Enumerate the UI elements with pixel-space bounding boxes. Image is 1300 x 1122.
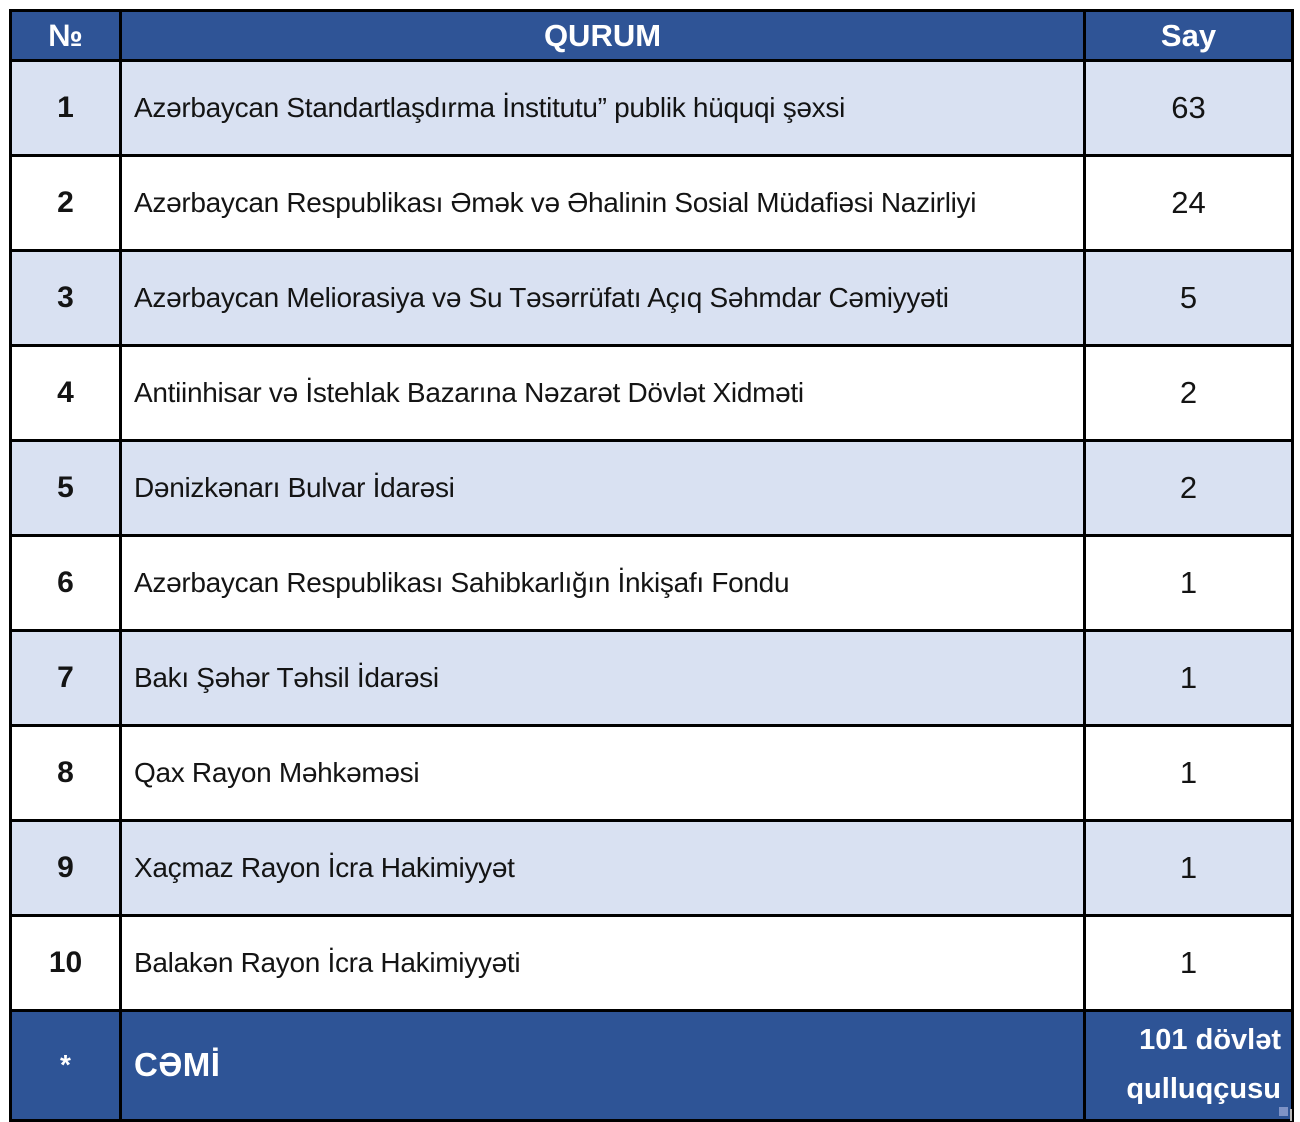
qurum-cell: Bakı Şəhər Təhsil İdarəsi (119, 629, 1086, 727)
say-cell: 1 (1083, 534, 1294, 632)
table-row: 2 Azərbaycan Respublikası Əmək və Əhalin… (9, 154, 1294, 252)
say-cell: 5 (1083, 249, 1294, 347)
qurum-cell: Antiinhisar və İstehlak Bazarına Nəzarət… (119, 344, 1086, 442)
qurum-cell: Azərbaycan Respublikası Sahibkarlığın İn… (119, 534, 1086, 632)
say-cell: 24 (1083, 154, 1294, 252)
say-cell: 2 (1083, 439, 1294, 537)
column-header-no: № (9, 9, 122, 62)
row-number-cell: 8 (9, 724, 122, 822)
say-cell: 63 (1083, 59, 1294, 157)
row-number-cell: 4 (9, 344, 122, 442)
qurum-cell: Azərbaycan Respublikası Əmək və Əhalinin… (119, 154, 1086, 252)
row-number-cell: 1 (9, 59, 122, 157)
row-number-cell: 10 (9, 914, 122, 1012)
fill-handle-icon (1279, 1106, 1288, 1116)
row-number-cell: 3 (9, 249, 122, 347)
total-row: * CƏMİ 101 dövlət qulluqçusu (9, 1009, 1294, 1122)
say-cell: 1 (1083, 629, 1294, 727)
row-number-cell: 2 (9, 154, 122, 252)
say-cell: 1 (1083, 914, 1294, 1012)
window-edge-line (1290, 1109, 1292, 1121)
say-cell: 2 (1083, 344, 1294, 442)
say-cell: 1 (1083, 819, 1294, 917)
column-header-say: Say (1083, 9, 1294, 62)
qurum-cell: Azərbaycan Meliorasiya və Su Təsərrüfatı… (119, 249, 1086, 347)
total-label: CƏMİ (119, 1009, 1086, 1122)
table-row: 7 Bakı Şəhər Təhsil İdarəsi 1 (9, 629, 1294, 727)
qurum-cell: Balakən Rayon İcra Hakimiyyəti (119, 914, 1086, 1012)
report-table: № QURUM Say 1 Azərbaycan Standartlaşdırm… (9, 9, 1294, 1122)
table-row: 10 Balakən Rayon İcra Hakimiyyəti 1 (9, 914, 1294, 1012)
qurum-cell: Xaçmaz Rayon İcra Hakimiyyət (119, 819, 1086, 917)
table-row: 8 Qax Rayon Məhkəməsi 1 (9, 724, 1294, 822)
say-cell: 1 (1083, 724, 1294, 822)
total-value-cell: 101 dövlət qulluqçusu (1083, 1009, 1294, 1122)
qurum-cell: Azərbaycan Standartlaşdırma İnstitutu” p… (119, 59, 1086, 157)
table-row: 5 Dənizkənarı Bulvar İdarəsi 2 (9, 439, 1294, 537)
header-row: № QURUM Say (9, 9, 1294, 62)
column-header-qurum: QURUM (119, 9, 1086, 62)
qurum-cell: Qax Rayon Məhkəməsi (119, 724, 1086, 822)
table-body: 1 Azərbaycan Standartlaşdırma İnstitutu”… (9, 59, 1294, 1012)
row-number-cell: 7 (9, 629, 122, 727)
page: № QURUM Say 1 Azərbaycan Standartlaşdırm… (0, 9, 1300, 1122)
table-row: 1 Azərbaycan Standartlaşdırma İnstitutu”… (9, 59, 1294, 157)
table-row: 6 Azərbaycan Respublikası Sahibkarlığın … (9, 534, 1294, 632)
row-number-cell: 6 (9, 534, 122, 632)
row-number-cell: 5 (9, 439, 122, 537)
total-asterisk: * (9, 1009, 122, 1122)
row-number-cell: 9 (9, 819, 122, 917)
total-value-text: 101 dövlət qulluqçusu (1126, 1024, 1281, 1106)
table-row: 9 Xaçmaz Rayon İcra Hakimiyyət 1 (9, 819, 1294, 917)
table-row: 3 Azərbaycan Meliorasiya və Su Təsərrüfa… (9, 249, 1294, 347)
qurum-cell: Dənizkənarı Bulvar İdarəsi (119, 439, 1086, 537)
table-row: 4 Antiinhisar və İstehlak Bazarına Nəzar… (9, 344, 1294, 442)
